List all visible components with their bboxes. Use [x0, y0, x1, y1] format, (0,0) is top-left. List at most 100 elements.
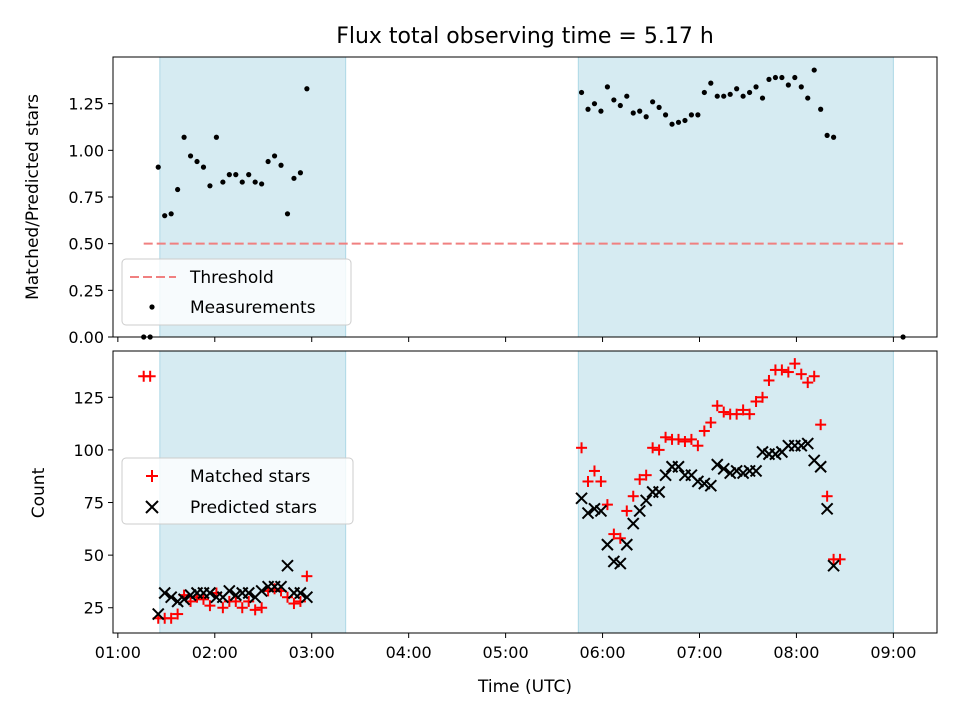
predicted-star-point [152, 607, 165, 621]
measurement-point [682, 117, 688, 124]
matched-star-point [660, 431, 672, 443]
y-tick-label: 25 [84, 599, 104, 618]
predicted-star-point [704, 479, 718, 492]
measurement-point [187, 153, 194, 159]
count-y-axis-label: Count [29, 467, 49, 518]
measurement-point [811, 67, 817, 73]
measurement-point [753, 84, 759, 90]
predicted-star-point [627, 517, 640, 530]
matched-star-point [647, 442, 659, 454]
measurement-point [168, 211, 174, 217]
measurement-point [637, 108, 643, 114]
legend-predicted-swatch [145, 500, 159, 514]
predicted-star-point [255, 584, 268, 598]
predicted-star-point [820, 502, 834, 516]
ratio-legend-frame [121, 258, 352, 326]
measurement-point [643, 114, 649, 120]
predicted-star-point [652, 485, 666, 499]
matched-star-point [821, 490, 833, 502]
matched-star-point [679, 435, 691, 447]
count-legend: Matched stars Predicted stars [121, 457, 354, 525]
measurement-point [714, 93, 720, 99]
measurement-point [611, 97, 617, 103]
x-tick-label: 06:00 [579, 643, 625, 662]
x-tick-label: 08:00 [773, 643, 819, 662]
x-tick-label: 02:00 [192, 643, 238, 662]
measurement-point [824, 132, 830, 138]
measurement-point [798, 84, 804, 90]
measurement-point [701, 89, 707, 96]
measurement-point [239, 179, 245, 185]
y-tick-label: 0.50 [68, 235, 104, 254]
measurement-point [304, 86, 310, 92]
matched-star-point [815, 419, 827, 431]
x-tick-label: 01:00 [95, 643, 141, 662]
predicted-star-point [801, 437, 814, 450]
measurement-point [688, 112, 695, 118]
x-tick-label: 09:00 [870, 643, 916, 662]
measurement-point [155, 164, 161, 170]
matched-star-point [640, 469, 652, 481]
ratio-y-axis-label: Matched/Predicted stars [23, 94, 43, 300]
measurement-point [181, 134, 187, 140]
matched-star-point [197, 593, 209, 605]
observing-window-1 [578, 57, 894, 337]
measurement-point [708, 80, 714, 86]
measurement-point [746, 89, 753, 96]
measurement-point [818, 106, 824, 112]
x-axis-label: Time (UTC) [477, 677, 572, 697]
x-tick-label: 07:00 [676, 643, 722, 662]
matched-star-point [249, 604, 261, 616]
legend-measurements-label: Measurements [190, 298, 316, 318]
matched-star-point [808, 370, 820, 382]
matched-star-point [718, 406, 730, 418]
matched-star-point [595, 475, 607, 487]
count-panel: 01:00 02:00 03:00 04:00 05:00 06:00 07:00 08:00… [29, 350, 938, 697]
measurement-point [207, 183, 213, 189]
y-tick-label: 125 [73, 388, 104, 407]
chart-title: Flux total observing time = 5.17 h [336, 24, 714, 49]
matched-star-point [672, 433, 684, 445]
matched-star-point [627, 490, 639, 502]
y-tick-label: 1.00 [68, 141, 104, 160]
matched-star-point [789, 358, 801, 370]
measurement-point [662, 112, 669, 118]
x-tick-label: 04:00 [386, 643, 432, 662]
measurement-point [624, 93, 630, 99]
y-tick-label: 50 [84, 546, 104, 565]
predicted-star-point [814, 460, 827, 473]
predicted-star-point [672, 460, 685, 473]
measurement-point [175, 186, 181, 193]
matched-star-point [782, 366, 794, 378]
matched-star-point [692, 440, 704, 452]
measurement-point [226, 172, 232, 178]
predicted-star-point [827, 559, 840, 572]
measurement-point [617, 102, 623, 109]
matched-star-point [301, 570, 313, 582]
matched-star-point [601, 499, 613, 511]
matched-star-point [588, 465, 600, 477]
predicted-star-point [223, 584, 236, 598]
predicted-star-point [594, 504, 608, 518]
matched-star-point [685, 433, 697, 445]
measurement-point [759, 95, 766, 101]
matched-star-point [834, 553, 846, 565]
matched-star-point [731, 408, 743, 420]
legend-matched-label: Matched stars [190, 467, 310, 487]
measurement-point [805, 95, 811, 101]
predicted-star-point [281, 559, 294, 572]
measurement-point [162, 213, 168, 219]
predicted-star-point [620, 538, 633, 551]
matched-star-point [634, 473, 646, 485]
measurement-point [278, 162, 284, 168]
measurement-point [650, 99, 656, 105]
matched-star-point [705, 417, 717, 429]
matched-star-point [757, 391, 769, 403]
ratio-legend: Threshold Measurements [121, 258, 352, 326]
matched-star-point [614, 532, 626, 544]
y-tick-label: 0.25 [68, 281, 104, 300]
measurement-point [220, 179, 226, 185]
matched-star-point [217, 602, 229, 614]
measurement-point [830, 134, 837, 140]
